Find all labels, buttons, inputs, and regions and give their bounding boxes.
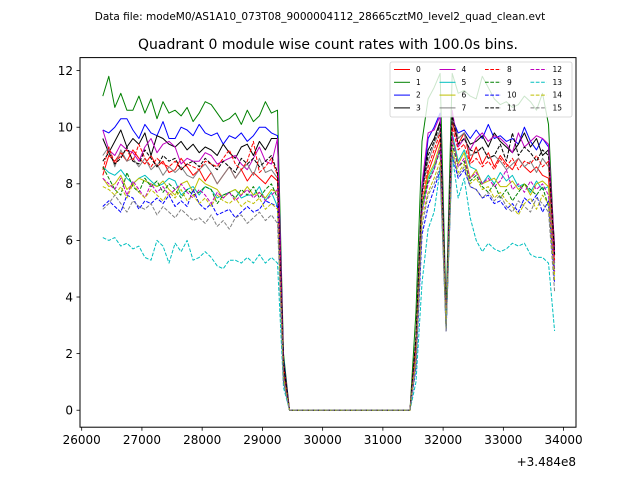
- x-offset-label: +3.484e8: [517, 455, 576, 469]
- x-axis: 26000 27000 28000 29000 30000 31000 32000 33000…: [63, 427, 583, 447]
- series-line-11: [102, 115, 556, 411]
- legend-item-8: 8: [485, 65, 512, 74]
- x-tick-label: 26000: [63, 433, 101, 447]
- legend-item-11: 11: [485, 104, 517, 113]
- legend-label: 9: [507, 78, 512, 87]
- legend-label: 3: [416, 104, 421, 113]
- legend-item-3: 3: [394, 104, 421, 113]
- legend-item-14: 14: [530, 91, 563, 100]
- legend-label: 8: [507, 65, 512, 74]
- chart-title: Quadrant 0 module wise count rates with …: [138, 37, 518, 53]
- legend-label: 2: [416, 91, 421, 100]
- series-line-5: [102, 132, 556, 411]
- legend-item-2: 2: [394, 91, 421, 100]
- y-tick-label: 6: [65, 234, 73, 248]
- y-tick-label: 10: [58, 121, 73, 135]
- series-line-14: [102, 149, 556, 411]
- legend-item-12: 12: [530, 65, 563, 74]
- x-tick-label: 31000: [364, 433, 402, 447]
- y-tick-label: 8: [65, 177, 73, 191]
- legend-item-6: 6: [439, 91, 467, 100]
- y-tick-label: 0: [65, 404, 73, 418]
- legend-label: 14: [553, 91, 563, 100]
- suptitle: Data file: modeM0/AS1A10_073T08_90000041…: [95, 11, 546, 23]
- y-tick-label: 2: [65, 347, 73, 361]
- y-axis: 0 2 4 6 8 10 12: [58, 64, 80, 418]
- x-tick-label: 30000: [304, 433, 342, 447]
- legend-box: [389, 61, 573, 118]
- legend-item-4: 4: [439, 65, 467, 74]
- x-tick-label: 27000: [123, 433, 161, 447]
- legend-label: 0: [416, 65, 421, 74]
- legend-item-15: 15: [530, 104, 563, 113]
- legend-item-1: 1: [394, 78, 421, 87]
- legend-label: 1: [416, 78, 421, 87]
- legend-label: 13: [553, 78, 563, 87]
- legend-label: 5: [462, 78, 467, 87]
- legend-label: 6: [462, 91, 467, 100]
- series-line-9: [102, 143, 556, 411]
- series-line-8: [102, 126, 556, 411]
- legend-label: 4: [462, 65, 467, 74]
- x-tick-label: 28000: [183, 433, 221, 447]
- legend-label: 15: [553, 104, 563, 113]
- y-tick-label: 4: [65, 290, 73, 304]
- legend-item-7: 7: [439, 104, 467, 113]
- x-tick-label: 32000: [424, 433, 462, 447]
- legend-item-13: 13: [530, 78, 563, 87]
- x-tick-label: 34000: [544, 433, 582, 447]
- x-tick-label: 29000: [243, 433, 281, 447]
- legend-item-10: 10: [485, 91, 517, 100]
- legend-item-9: 9: [485, 78, 512, 87]
- legend-label: 10: [507, 91, 517, 100]
- legend-label: 12: [553, 65, 563, 74]
- legend-item-5: 5: [439, 78, 467, 87]
- series-line-15: [102, 152, 556, 411]
- series-line-13: [102, 155, 556, 411]
- plot-lines: [102, 72, 556, 411]
- y-tick-label: 12: [58, 64, 73, 78]
- legend-label: 7: [462, 104, 467, 113]
- x-tick-label: 33000: [484, 433, 522, 447]
- axes-frame: [79, 57, 577, 428]
- legend-item-0: 0: [394, 65, 421, 74]
- legend-label: 11: [507, 104, 517, 113]
- series-line-1: [102, 72, 556, 411]
- series-line-2: [102, 112, 556, 411]
